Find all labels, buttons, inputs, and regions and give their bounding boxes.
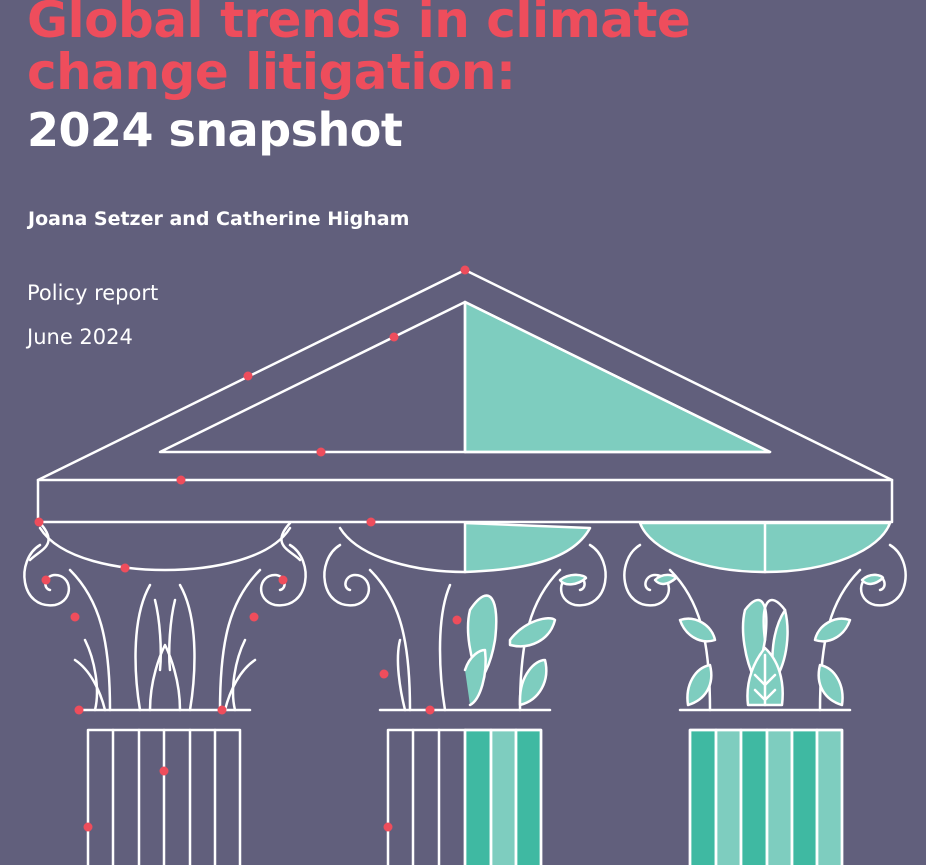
column-middle-icon [386,728,543,865]
title-line-2: change litigation: [27,43,516,101]
column-left-icon [86,728,242,865]
report-subtitle: 2024 snapshot [27,103,403,157]
authors: Joana Setzer and Catherine Higham [28,208,410,230]
entablature-icon [36,478,894,524]
capital-middle-icon [323,521,607,712]
capital-right-icon [623,521,907,712]
capital-left-icon [23,521,307,712]
column-right-icon [688,728,844,865]
report-date: June 2024 [27,325,133,349]
title-line-1: Global trends in climate [27,0,691,49]
red-dots-icon [34,265,470,832]
report-type: Policy report [27,281,159,305]
pediment-icon [36,268,894,482]
report-title: Global trends in climate change litigati… [27,0,691,158]
